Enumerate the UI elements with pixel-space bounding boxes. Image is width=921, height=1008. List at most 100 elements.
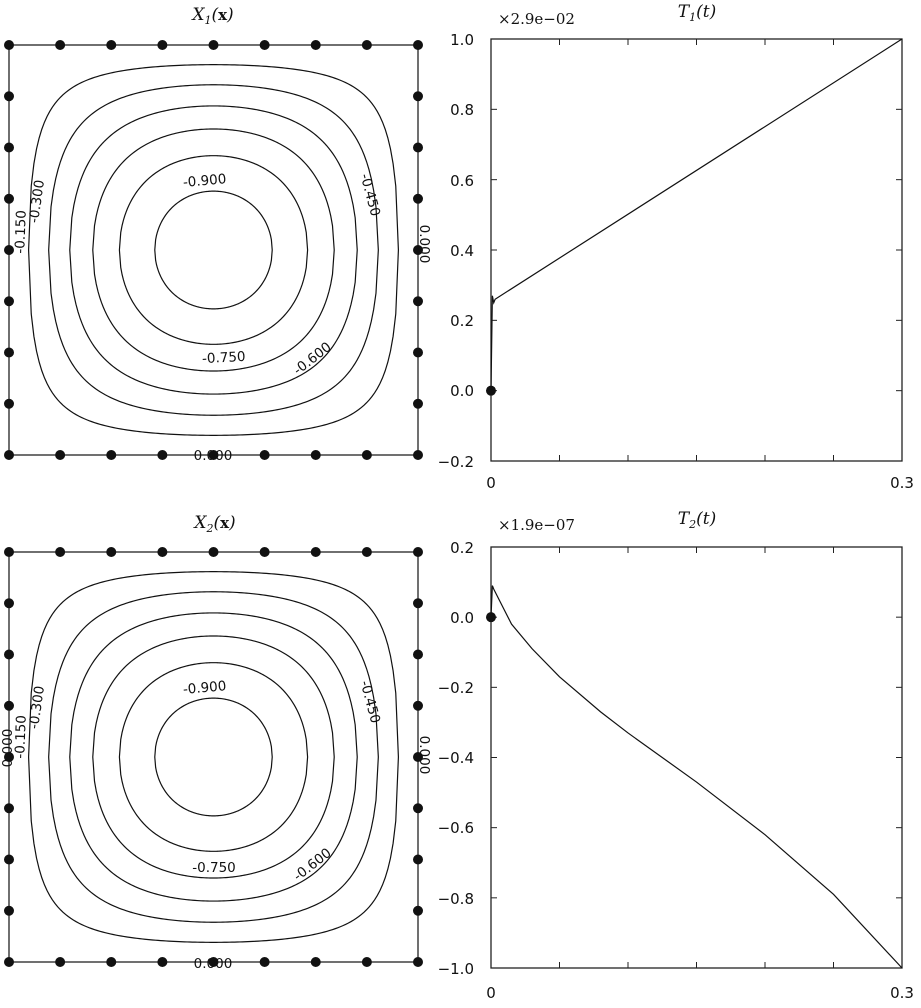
boundary-point <box>4 91 14 102</box>
boundary-point <box>4 803 14 814</box>
initial-point-marker <box>486 612 496 623</box>
contour-labels: -0.900 -0.750 -0.600 -0.450 -0.300 -0.15… <box>0 678 432 972</box>
axis-ticks <box>490 546 903 969</box>
contour-line <box>48 591 379 923</box>
panel-title-t2: T2(t) <box>678 509 716 531</box>
contour-label: -0.750 <box>192 860 236 876</box>
boundary-point <box>361 40 372 50</box>
boundary-point <box>310 547 321 557</box>
contour-panel-x1: X1(x) -0.900 -0.750 -0.600 -0.450 -0.300… <box>4 5 432 464</box>
contour-label: -0.300 <box>26 179 48 224</box>
y-tick-label: 0.4 <box>450 242 474 260</box>
x-tick-labels: 0 0.3 <box>486 984 914 1002</box>
scale-label: ×2.9e−02 <box>498 10 575 28</box>
boundary-point <box>4 40 14 50</box>
boundary-point <box>413 296 423 307</box>
boundary-point <box>4 598 14 609</box>
boundary-point <box>259 40 270 50</box>
y-tick-label: 0.0 <box>450 382 474 400</box>
boundary-point <box>4 296 14 307</box>
boundary-point <box>4 398 14 409</box>
contour-label: -0.150 <box>12 715 30 759</box>
y-tick-label: −0.6 <box>438 819 474 837</box>
x-tick-label: 0 <box>486 984 496 1002</box>
contour-line <box>27 571 400 943</box>
line-panel-t2: T2(t) ×1.9e−07 0.2 0.0 −0.2 −0.4 −0.6 −0… <box>438 509 914 1002</box>
contour-label: -0.900 <box>182 678 227 698</box>
boundary-point <box>413 245 423 255</box>
boundary-point <box>55 450 66 460</box>
y-tick-labels: 1.0 0.8 0.6 0.4 0.2 0.0 −0.2 <box>438 31 474 471</box>
boundary-point <box>413 649 423 660</box>
boundary-point <box>310 40 321 50</box>
x-tick-label: 0 <box>486 474 496 492</box>
boundary-point <box>4 854 14 865</box>
boundary-point <box>4 700 14 711</box>
contour-line <box>69 612 358 902</box>
y-tick-label: −0.4 <box>438 749 474 767</box>
boundary-point <box>413 854 423 865</box>
boundary-point <box>4 752 14 762</box>
contour-label: -0.450 <box>357 679 384 725</box>
series-layer <box>486 585 903 969</box>
boundary-point <box>413 752 423 762</box>
contour-lines <box>27 64 400 436</box>
boundary-point <box>413 91 423 102</box>
boundary-point <box>208 957 219 967</box>
boundary-point <box>413 40 423 50</box>
contour-line <box>92 128 335 372</box>
y-tick-label: 0.6 <box>450 172 474 190</box>
y-tick-label: 0.2 <box>450 539 474 557</box>
contour-line <box>92 635 335 879</box>
y-tick-label: −0.2 <box>438 679 474 697</box>
boundary-point <box>208 40 219 50</box>
boundary-point <box>55 40 66 50</box>
y-tick-label: 0.2 <box>450 312 474 330</box>
boundary-point <box>106 450 117 460</box>
contour-labels: -0.900 -0.750 -0.600 -0.450 -0.300 -0.15… <box>12 171 432 464</box>
boundary-point <box>106 957 117 967</box>
boundary-point <box>4 245 14 255</box>
contour-label: 0.000 <box>194 448 233 464</box>
contour-label: 0.000 <box>416 225 432 264</box>
boundary-point <box>106 547 117 557</box>
boundary-point <box>413 547 423 557</box>
boundary-point <box>208 547 219 557</box>
plot-frame <box>490 546 903 969</box>
boundary-point <box>361 450 372 460</box>
series-line <box>490 38 903 391</box>
axis-ticks <box>490 38 903 462</box>
boundary-point <box>4 547 14 557</box>
boundary-point <box>413 142 423 153</box>
x-tick-label: 0.3 <box>890 474 914 492</box>
contour-line <box>118 662 309 852</box>
boundary-point <box>361 547 372 557</box>
contour-label: -0.900 <box>182 171 227 191</box>
contour-panel-x2: X2(x) -0.900 -0.750 -0.600 -0.450 -0.300… <box>0 513 432 972</box>
boundary-point <box>413 347 423 358</box>
line-panel-t1: T1(t) ×2.9e−02 1.0 0.8 0.6 0.4 0.2 0.0 −… <box>438 2 914 492</box>
scale-label: ×1.9e−07 <box>498 516 575 534</box>
contour-line <box>69 105 358 395</box>
boundary-point <box>413 598 423 609</box>
y-tick-label: −0.2 <box>438 453 474 471</box>
contour-line <box>27 64 400 436</box>
boundary-point <box>310 957 321 967</box>
boundary-point <box>4 957 14 967</box>
boundary-point <box>4 347 14 358</box>
x-tick-label: 0.3 <box>890 984 914 1002</box>
panel-title-x2: X2(x) <box>192 513 235 535</box>
y-tick-label: −1.0 <box>438 960 474 978</box>
contour-label: -0.750 <box>202 349 246 367</box>
boundary-point <box>259 450 270 460</box>
boundary-point <box>259 547 270 557</box>
y-tick-labels: 0.2 0.0 −0.2 −0.4 −0.6 −0.8 −1.0 <box>438 539 474 978</box>
y-tick-label: 0.0 <box>450 609 474 627</box>
initial-point-marker <box>486 385 496 396</box>
series-line <box>490 585 903 969</box>
panel-title-t1: T1(t) <box>678 2 716 24</box>
boundary-point <box>413 193 423 204</box>
boundary-point <box>310 450 321 460</box>
boundary-point <box>413 450 423 460</box>
